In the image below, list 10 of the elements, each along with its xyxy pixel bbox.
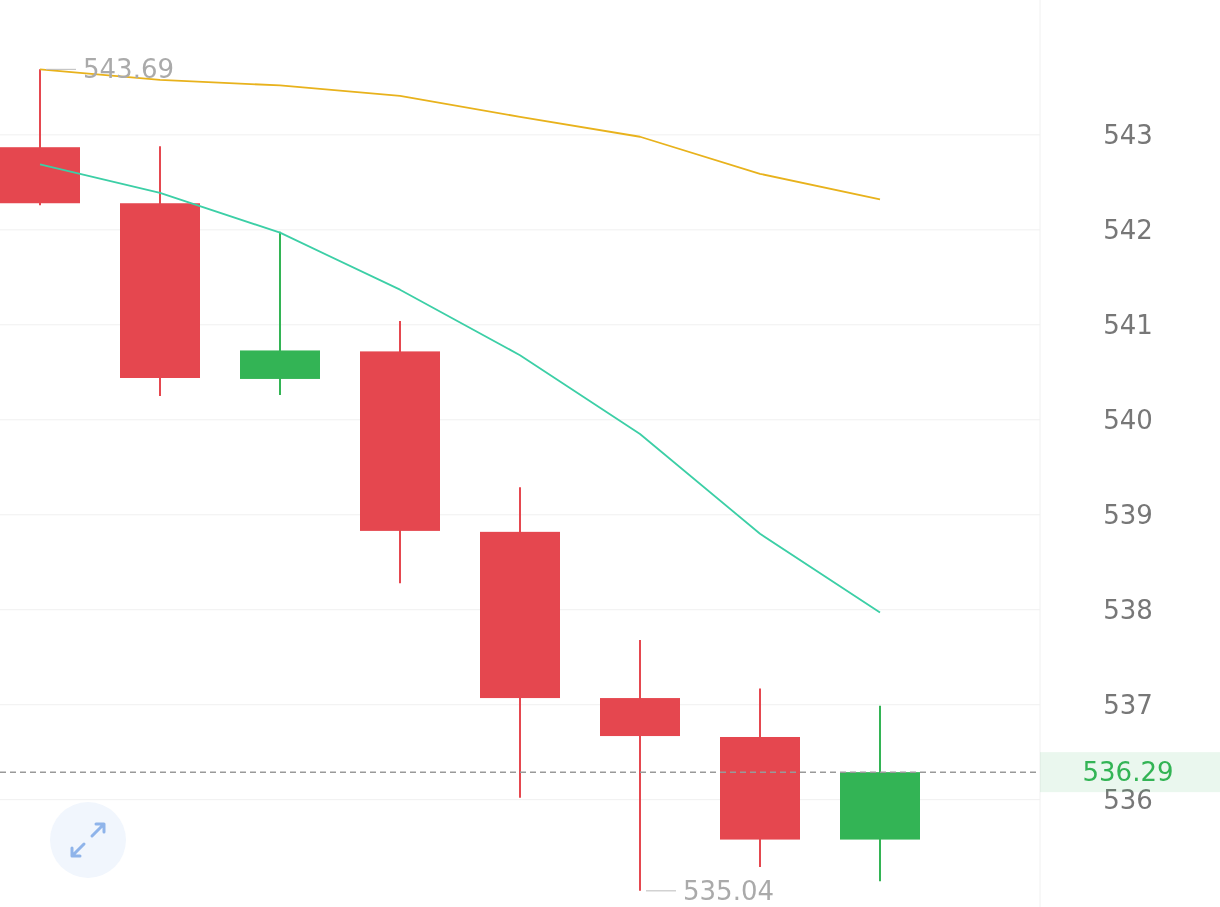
y-tick-label: 541 [1103,309,1153,340]
y-tick-label: 543 [1103,119,1153,150]
y-tick-label: 540 [1103,404,1153,435]
annotation: 535.04 [683,875,774,906]
y-tick-label: 542 [1103,214,1153,245]
y-tick-label: 537 [1103,689,1153,720]
line-series [39,163,881,614]
annotation: 543.69 [83,54,174,85]
y-tick-label: 538 [1103,594,1153,625]
y-tick-label: 539 [1103,499,1153,530]
